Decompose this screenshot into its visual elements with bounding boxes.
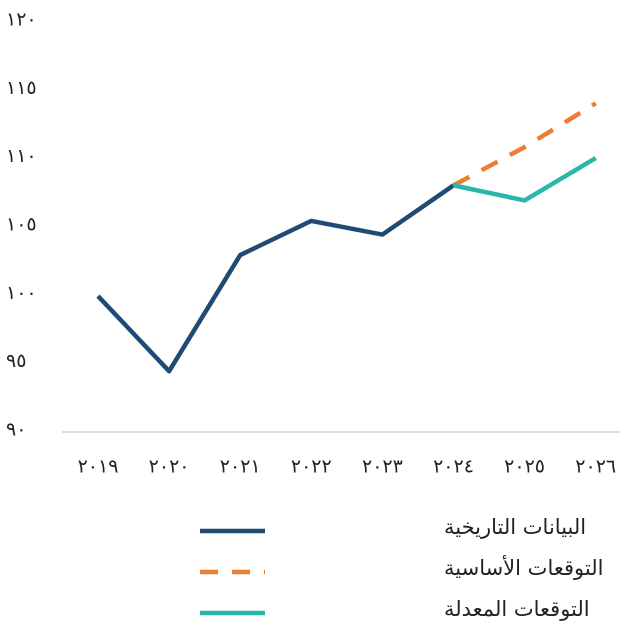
x-tick-label: ٢٠٢٤ <box>433 456 474 478</box>
x-tick-label: ٢٠٢٠ <box>149 456 190 478</box>
y-tick-label: ٩٥ <box>6 350 26 372</box>
series-line <box>96 183 455 374</box>
legend-label: التوقعات المعدلة <box>444 597 590 621</box>
series-line <box>452 101 597 188</box>
y-tick-label: ١٠٥ <box>6 214 37 236</box>
x-tick-label: ٢٠٢٦ <box>575 456 616 478</box>
y-tick-label: ١٢٠ <box>6 9 37 31</box>
legend-label: البيانات التاريخية <box>444 515 586 539</box>
y-tick-label: ١١٠ <box>6 145 37 167</box>
x-tick-label: ٢٠٢٢ <box>291 456 332 478</box>
x-tick-label: ٢٠٢٣ <box>362 456 403 478</box>
x-tick-label: ٢٠٢١ <box>220 456 261 478</box>
legend-label: التوقعات الأساسية <box>444 555 603 580</box>
x-tick-label: ٢٠١٩ <box>78 456 119 478</box>
y-tick-label: ١٠٠ <box>6 282 37 304</box>
x-tick-label: ٢٠٢٥ <box>504 456 545 478</box>
series-line <box>453 156 597 203</box>
y-tick-label: ١١٥ <box>6 77 37 99</box>
y-tick-label: ٩٠ <box>6 419 26 441</box>
